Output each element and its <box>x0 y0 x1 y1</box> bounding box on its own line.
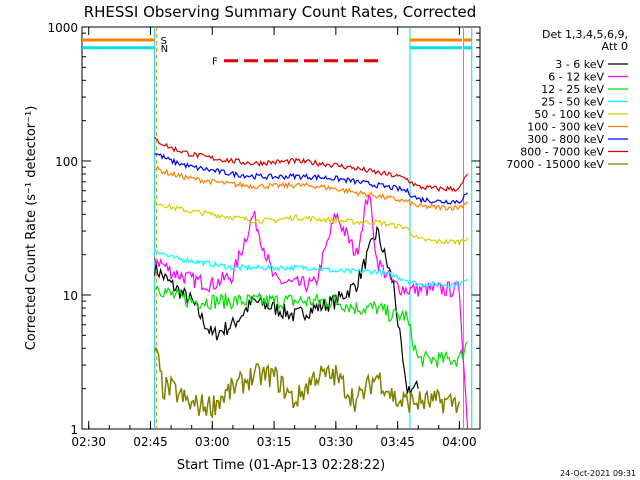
series-line-0 <box>154 225 419 395</box>
flare-label: F <box>212 57 218 68</box>
legend-header-2: Att 0 <box>602 40 628 53</box>
y-axis-label: Corrected Count Rate (s⁻¹ detector⁻¹) <box>24 106 39 351</box>
series-line-5 <box>154 165 469 212</box>
annotations: SN F <box>82 36 472 68</box>
x-tick-label: 03:30 <box>319 435 354 449</box>
x-tick-label: 02:45 <box>133 435 168 449</box>
y-tick-label: 100 <box>55 155 78 169</box>
legend-label: 6 - 12 keV <box>548 71 604 84</box>
legend-label: 7000 - 15000 keV <box>506 158 604 171</box>
series-line-4 <box>154 198 469 247</box>
y-tick-label: 1000 <box>47 21 78 35</box>
series-line-2 <box>154 285 469 368</box>
x-tick-label: 04:00 <box>442 435 477 449</box>
plot-frame <box>81 26 481 430</box>
legend-label: 800 - 7000 keV <box>520 146 604 159</box>
series-line-6 <box>154 153 469 205</box>
annotation-label-N: N <box>161 44 168 55</box>
legend-header-1: Det 1,3,4,5,6,9, <box>542 28 628 41</box>
x-axis-label: Start Time (01-Apr-13 02:28:22) <box>177 458 385 473</box>
legend-label: 3 - 6 keV <box>555 58 604 71</box>
legend-label: 50 - 100 keV <box>534 108 604 121</box>
x-tick-label: 02:30 <box>71 435 106 449</box>
legend-label: 100 - 300 keV <box>527 121 604 134</box>
footer-date: 24-Oct-2021 09:31 <box>560 469 636 478</box>
data-series <box>153 136 469 430</box>
x-tick-label: 03:00 <box>195 435 230 449</box>
x-tick-label: 03:15 <box>257 435 292 449</box>
y-axis-label-text: Corrected Count Rate (s⁻¹ detector⁻¹) <box>24 106 39 351</box>
series-line-3 <box>154 249 468 289</box>
chart-title: RHESSI Observing Summary Count Rates, Co… <box>84 3 477 21</box>
legend-label: 25 - 50 keV <box>541 96 604 109</box>
series-line-1 <box>154 193 469 430</box>
series-line-8 <box>153 346 461 419</box>
y-tick-label: 1 <box>70 423 78 437</box>
axis-ticks: 02:30 02:45 03:00 03:15 03:30 03:45 04:00 1 10 10… <box>47 21 481 449</box>
legend-label: 300 - 800 keV <box>527 133 604 146</box>
annotation-label-S: S <box>161 36 167 47</box>
series-line-7 <box>154 136 469 193</box>
y-tick-label: 10 <box>63 289 78 303</box>
event-lines <box>154 27 473 429</box>
x-tick-label: 03:45 <box>380 435 415 449</box>
legend-label: 12 - 25 keV <box>541 83 604 96</box>
